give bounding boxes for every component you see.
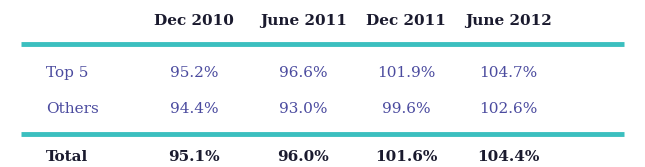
Text: Top 5: Top 5 [46, 66, 89, 80]
Text: 104.7%: 104.7% [480, 66, 538, 80]
Text: 102.6%: 102.6% [479, 102, 538, 116]
Text: 101.9%: 101.9% [377, 66, 435, 80]
Text: 94.4%: 94.4% [170, 102, 219, 116]
Text: 95.1%: 95.1% [168, 150, 220, 164]
Text: Dec 2011: Dec 2011 [366, 14, 446, 28]
Text: 101.6%: 101.6% [375, 150, 437, 164]
Text: June 2011: June 2011 [260, 14, 346, 28]
Text: June 2012: June 2012 [466, 14, 552, 28]
Text: 93.0%: 93.0% [279, 102, 328, 116]
Text: 99.6%: 99.6% [382, 102, 430, 116]
Text: Others: Others [46, 102, 99, 116]
Text: 95.2%: 95.2% [170, 66, 218, 80]
Text: Total: Total [46, 150, 88, 164]
Text: 96.6%: 96.6% [279, 66, 328, 80]
Text: 104.4%: 104.4% [477, 150, 540, 164]
Text: Dec 2010: Dec 2010 [154, 14, 234, 28]
Text: 96.0%: 96.0% [277, 150, 329, 164]
